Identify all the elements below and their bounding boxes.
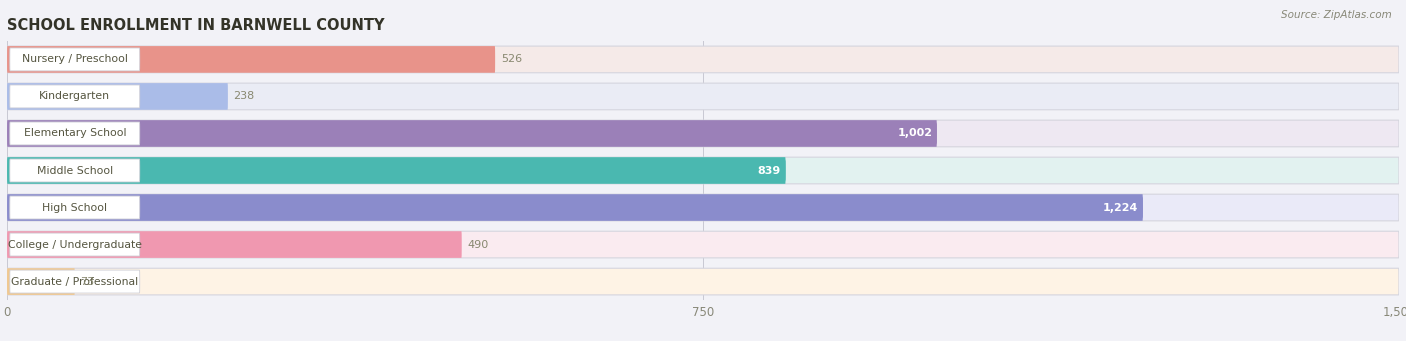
FancyBboxPatch shape xyxy=(7,46,1399,73)
Text: Middle School: Middle School xyxy=(37,165,112,176)
FancyBboxPatch shape xyxy=(10,159,139,182)
FancyBboxPatch shape xyxy=(1092,197,1143,218)
Text: Kindergarten: Kindergarten xyxy=(39,91,110,102)
Text: 73: 73 xyxy=(80,277,94,286)
Text: Nursery / Preschool: Nursery / Preschool xyxy=(22,55,128,64)
FancyBboxPatch shape xyxy=(7,194,1143,221)
Text: 839: 839 xyxy=(758,165,780,176)
FancyBboxPatch shape xyxy=(7,83,228,110)
Text: High School: High School xyxy=(42,203,107,212)
FancyBboxPatch shape xyxy=(7,194,1399,221)
Text: 1,002: 1,002 xyxy=(897,129,932,138)
FancyBboxPatch shape xyxy=(10,196,139,219)
FancyBboxPatch shape xyxy=(7,268,75,295)
Text: Source: ZipAtlas.com: Source: ZipAtlas.com xyxy=(1281,10,1392,20)
FancyBboxPatch shape xyxy=(7,268,1399,295)
FancyBboxPatch shape xyxy=(10,233,139,256)
FancyBboxPatch shape xyxy=(7,157,1399,184)
Text: 1,224: 1,224 xyxy=(1102,203,1139,212)
FancyBboxPatch shape xyxy=(7,120,936,147)
Text: 238: 238 xyxy=(233,91,254,102)
Text: 526: 526 xyxy=(501,55,522,64)
Text: 490: 490 xyxy=(467,239,488,250)
FancyBboxPatch shape xyxy=(10,85,139,108)
FancyBboxPatch shape xyxy=(7,120,1399,147)
FancyBboxPatch shape xyxy=(887,123,936,144)
FancyBboxPatch shape xyxy=(7,46,495,73)
FancyBboxPatch shape xyxy=(10,48,139,71)
Text: Elementary School: Elementary School xyxy=(24,129,127,138)
FancyBboxPatch shape xyxy=(735,160,786,181)
Text: Graduate / Professional: Graduate / Professional xyxy=(11,277,138,286)
Text: SCHOOL ENROLLMENT IN BARNWELL COUNTY: SCHOOL ENROLLMENT IN BARNWELL COUNTY xyxy=(7,18,384,33)
FancyBboxPatch shape xyxy=(7,231,1399,258)
FancyBboxPatch shape xyxy=(7,83,1399,110)
Text: College / Undergraduate: College / Undergraduate xyxy=(8,239,142,250)
FancyBboxPatch shape xyxy=(10,122,139,145)
FancyBboxPatch shape xyxy=(7,157,786,184)
FancyBboxPatch shape xyxy=(10,270,139,293)
FancyBboxPatch shape xyxy=(7,231,461,258)
